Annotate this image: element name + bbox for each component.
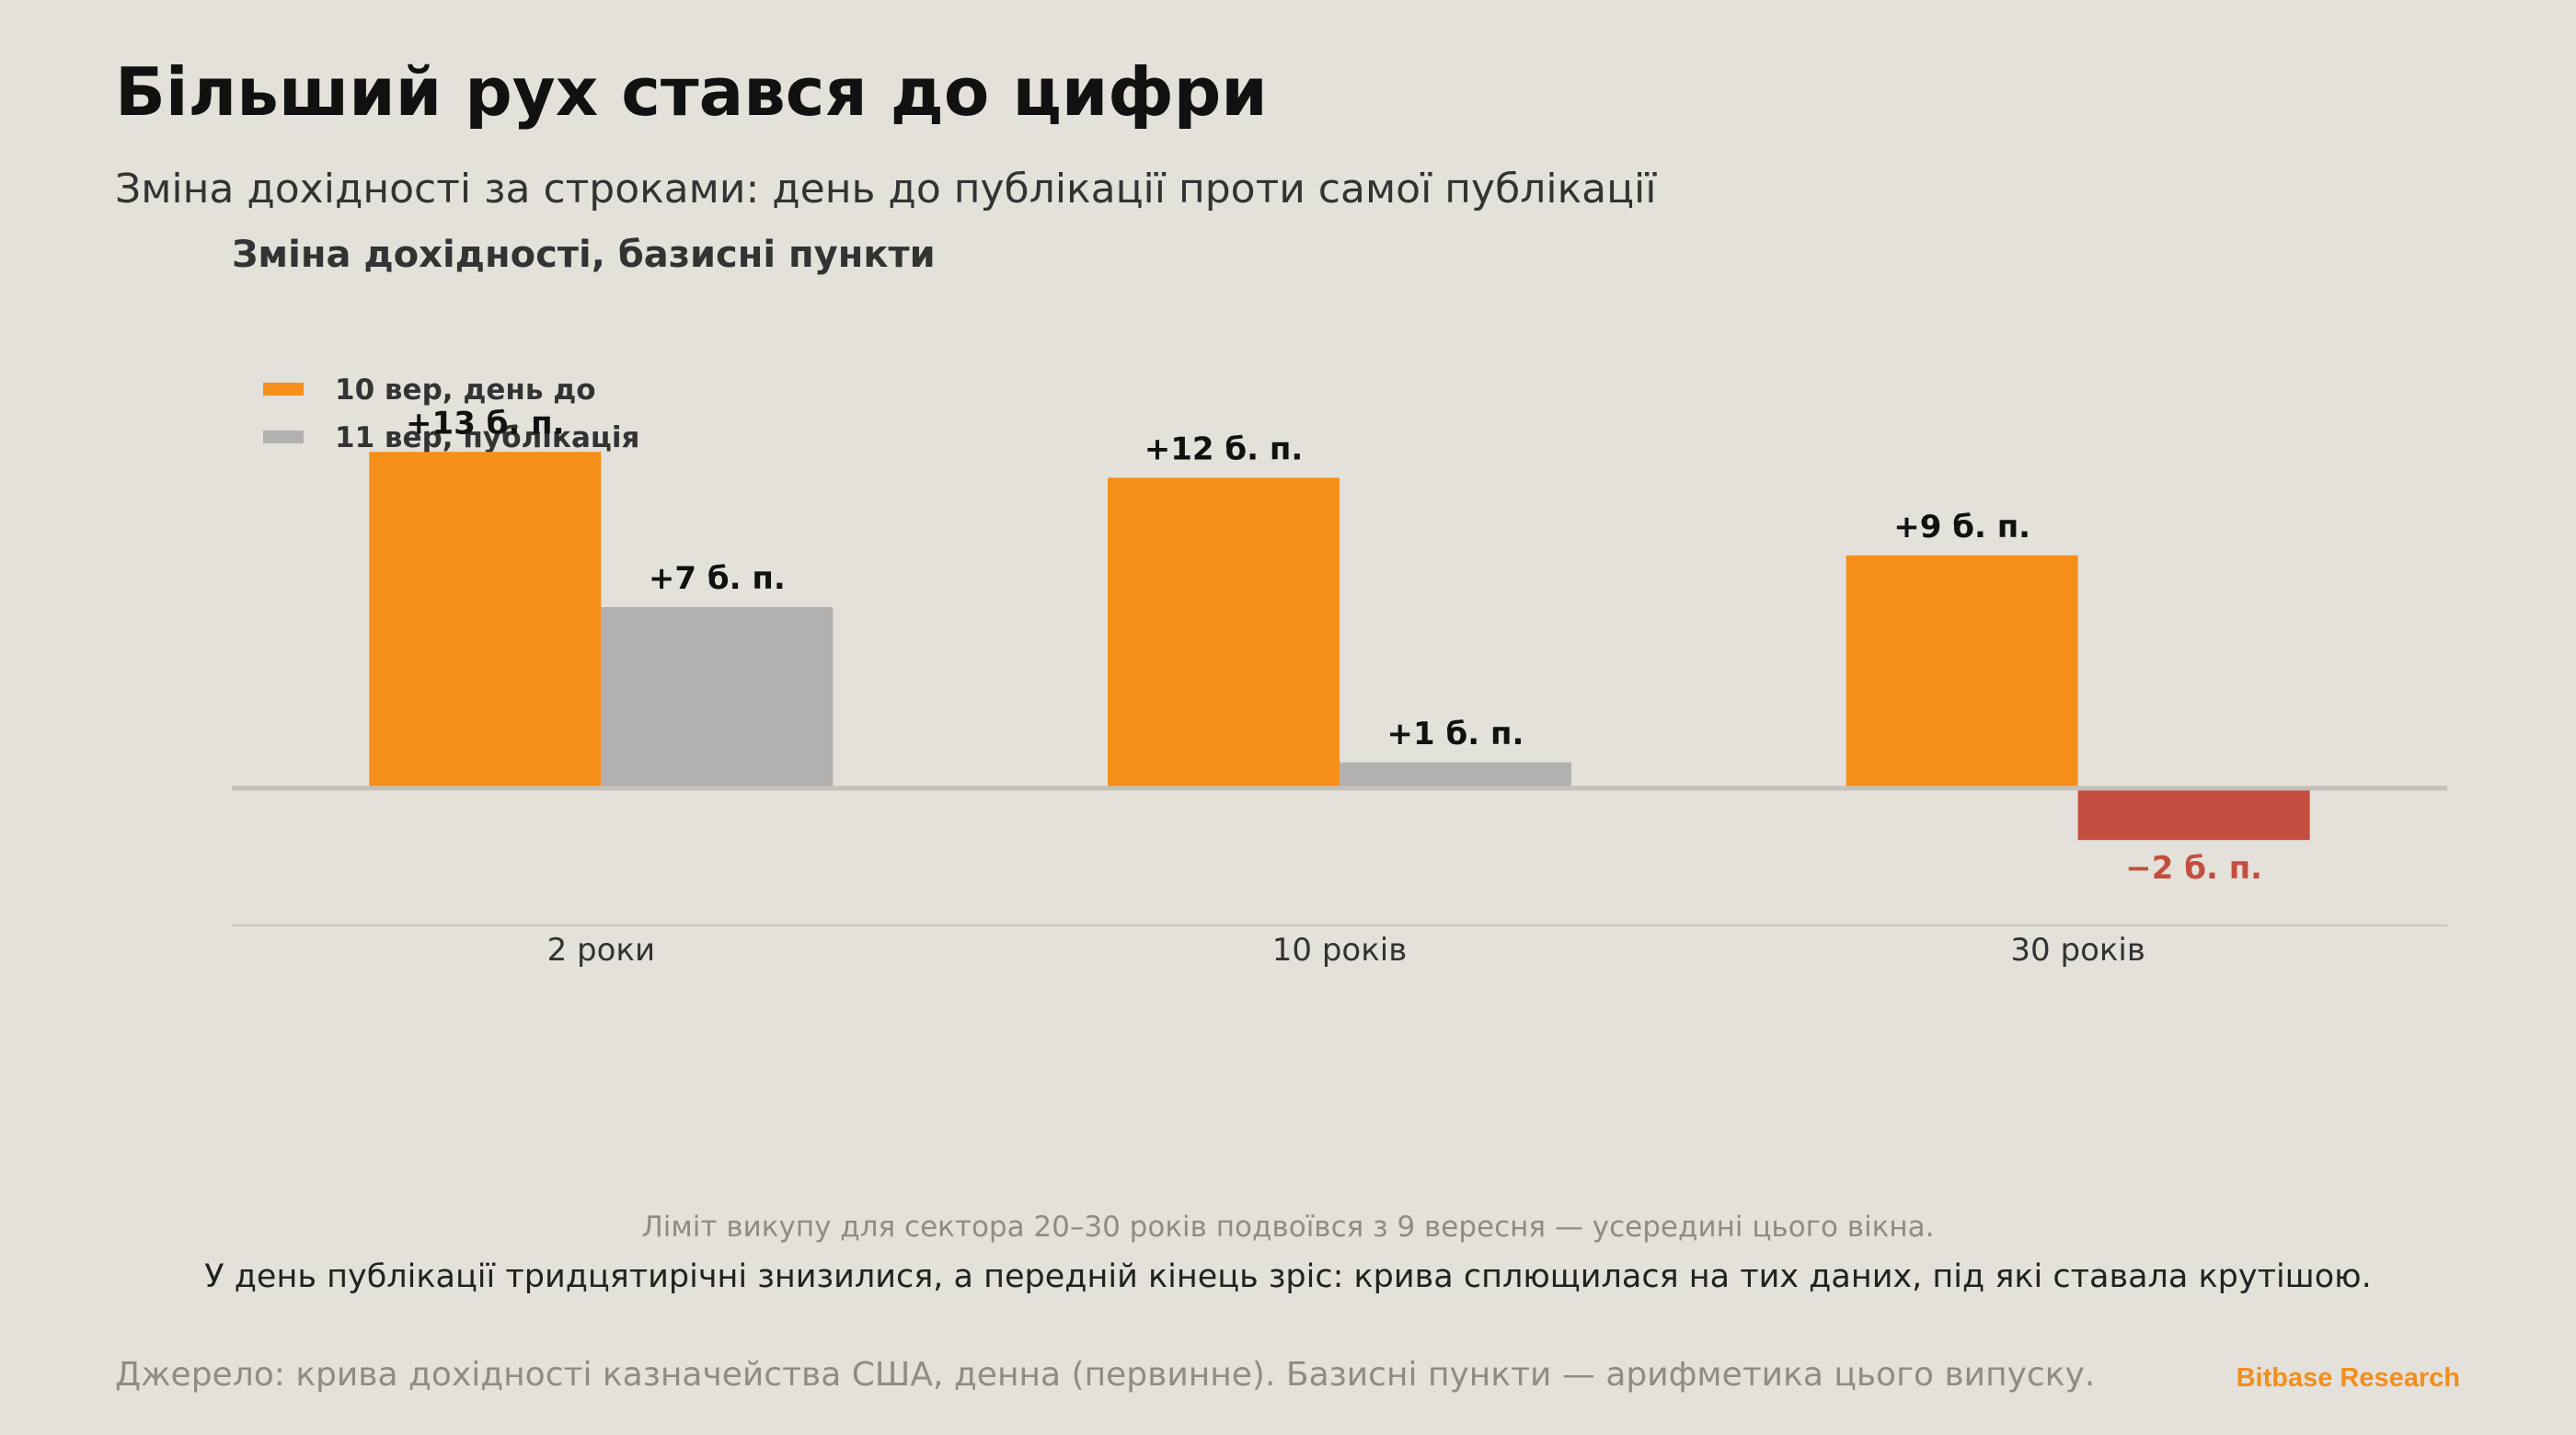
legend-swatch-2	[263, 430, 304, 443]
legend-swatch-1	[263, 383, 304, 396]
page-subtitle: Зміна дохідності за строками: день до пу…	[115, 166, 1657, 212]
bar-series2-cat3	[2077, 787, 2310, 841]
bar-series1-cat2	[1108, 477, 1340, 788]
bar-series2-cat1	[601, 607, 834, 788]
data-label-series1-cat3: +9 б. п.	[1893, 509, 2030, 545]
bar-series1-cat3	[1846, 555, 2078, 788]
chart-note-main: У день публікації тридцятирічні знизилис…	[204, 1258, 2372, 1295]
data-label-series2-cat2: +1 б. п.	[1387, 716, 1524, 752]
page-title: Більший рух стався до цифри	[115, 53, 1268, 131]
source-text: Джерело: крива дохідності казначейства С…	[115, 1356, 2096, 1394]
bar-series1-cat1	[369, 452, 602, 788]
x-tick-label-2: 10 років	[1272, 932, 1407, 969]
data-label-series1-cat1: +13 б. п.	[406, 405, 565, 442]
x-tick-label-1: 2 роки	[547, 932, 655, 969]
chart-title: Зміна дохідності, базисні пункти	[232, 234, 936, 276]
data-label-series2-cat1: +7 б. п.	[649, 560, 786, 597]
bar-series2-cat2	[1340, 762, 1571, 788]
data-label-series1-cat2: +12 б. п.	[1144, 430, 1304, 467]
data-label-series2-cat3: −2 б. п.	[2125, 850, 2262, 887]
x-tick-label-3: 30 років	[2010, 932, 2145, 969]
bar-chart: Зміна дохідності, базисні пункти 10 вер, …	[232, 234, 2447, 969]
legend-label-1: 10 вер, день до	[335, 373, 596, 407]
legend-label-2: 11 вер, публікація	[335, 421, 639, 454]
chart-note-muted: Ліміт викупу для сектора 20–30 років под…	[641, 1211, 1935, 1244]
brand-logo: Bitbase Research	[2236, 1363, 2460, 1393]
